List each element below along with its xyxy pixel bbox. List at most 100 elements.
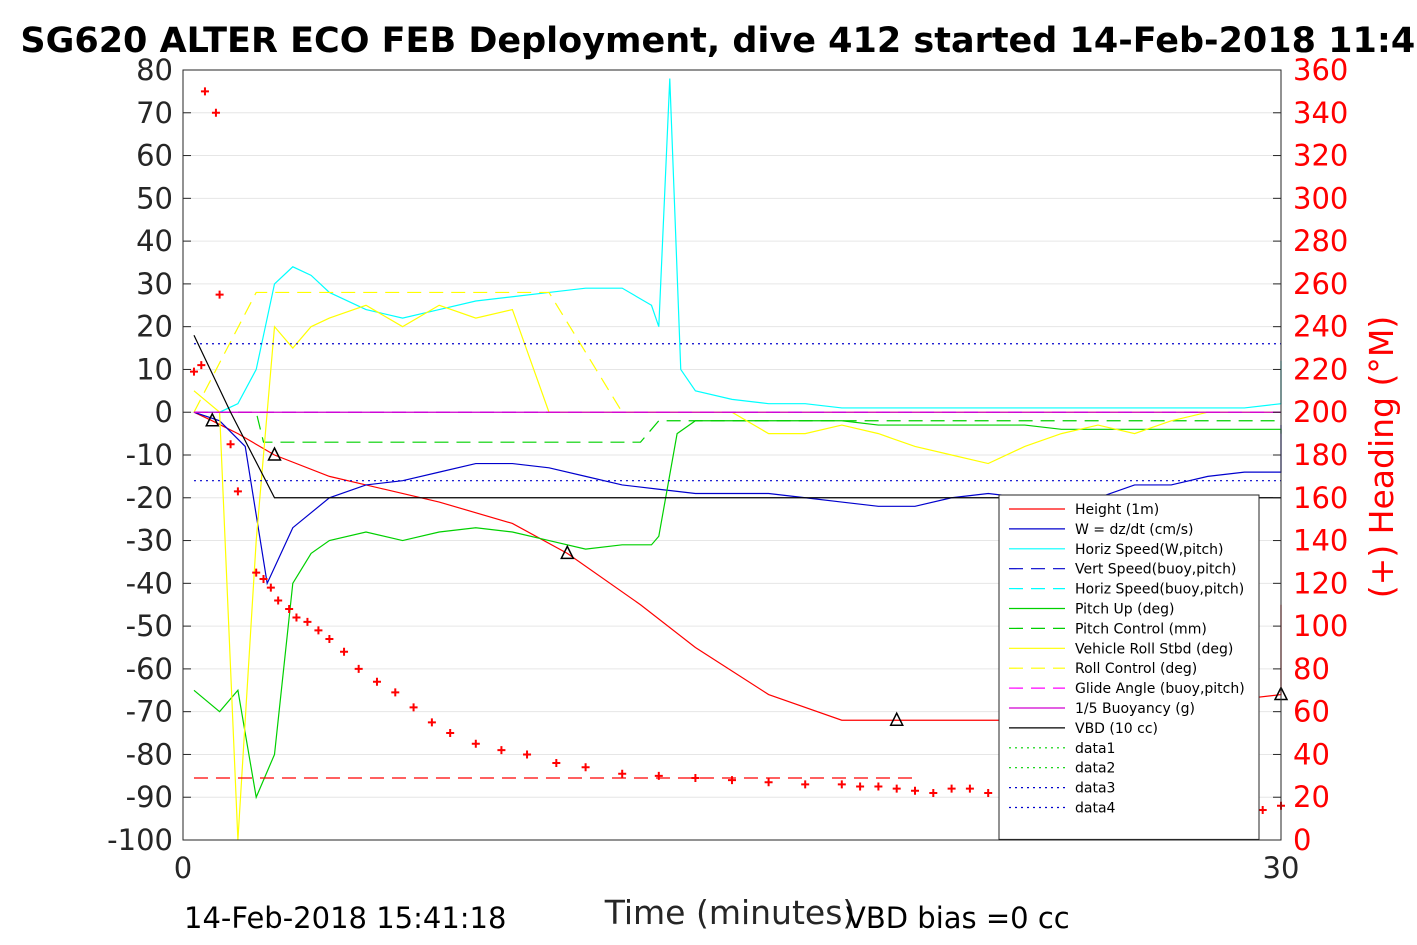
series-line-6	[193, 411, 1281, 443]
series-line-11	[193, 334, 1281, 499]
y-tick-label: -90	[126, 780, 173, 814]
heading-point	[691, 773, 700, 782]
y-right-tick-label: 100	[1293, 609, 1348, 643]
y-tick-label: -30	[126, 524, 173, 558]
legend-entry: Vehicle Roll Stbd (deg)	[1075, 641, 1233, 657]
y-tick-label: 0	[155, 395, 173, 429]
heading-point	[427, 718, 436, 727]
legend-entry: W = dz/dt (cm/s)	[1075, 522, 1194, 538]
heading-point	[874, 782, 883, 791]
heading-point	[303, 617, 312, 626]
heading-point	[856, 782, 865, 791]
y-tick-label: -60	[126, 652, 173, 686]
y-right-tick-label: 40	[1293, 737, 1330, 771]
legend-entry: data1	[1075, 741, 1115, 757]
y-tick-label: -80	[126, 737, 173, 771]
legend-entry: data3	[1075, 781, 1115, 797]
legend-entry: 1/5 Buoyancy (g)	[1075, 701, 1195, 717]
heading-point	[552, 759, 561, 767]
y-tick-label: -100	[107, 823, 173, 857]
y-right-tick-label: 300	[1293, 181, 1348, 215]
heading-point	[274, 596, 283, 605]
y-tick-label: -70	[126, 695, 173, 729]
y-right-tick-label: 80	[1293, 652, 1330, 686]
y-right-tick-label: 0	[1293, 823, 1311, 857]
y-tick-label: 60	[136, 139, 173, 173]
y-right-tick-label: 200	[1293, 395, 1348, 429]
heading-point	[215, 290, 224, 299]
legend-entry: Pitch Control (mm)	[1075, 621, 1207, 637]
triangle-marker	[889, 711, 904, 726]
footer-timestamp: 14-Feb-2018 15:41:18	[184, 901, 506, 935]
legend-entry: Horiz Speed(buoy,pitch)	[1075, 582, 1244, 598]
heading-point	[314, 626, 323, 635]
y-tick-label: -50	[126, 609, 173, 643]
heading-point	[391, 688, 400, 697]
y-axis-right-label: (+) Heading (°M)	[1362, 316, 1401, 598]
heading-point	[259, 575, 268, 584]
x-tick-label: 0	[174, 851, 192, 885]
heading-point	[1258, 806, 1267, 815]
heading-point	[929, 788, 938, 797]
heading-point	[654, 771, 663, 780]
legend-entry: Roll Control (deg)	[1075, 661, 1197, 677]
y-right-tick-label: 60	[1293, 695, 1330, 729]
y-tick-label: -40	[126, 566, 173, 600]
heading-point	[764, 778, 773, 787]
y-right-tick-label: 320	[1293, 139, 1348, 173]
heading-point	[285, 605, 294, 613]
legend-entry: Pitch Up (deg)	[1075, 602, 1174, 618]
heading-point	[409, 703, 418, 712]
heading-point	[266, 583, 275, 592]
triangle-marker	[267, 446, 282, 461]
y-tick-label: 40	[136, 224, 173, 258]
y-right-tick-label: 280	[1293, 224, 1348, 258]
heading-point	[226, 440, 235, 449]
legend-entry: Vert Speed(buoy,pitch)	[1075, 562, 1237, 578]
heading-point	[211, 108, 220, 117]
heading-point	[200, 87, 209, 96]
heading-point	[984, 788, 993, 797]
left-axis: 80 70 60 50 40 30 20 10 0 -10 -20 -30 -40 -50 -60 -70 -8…	[107, 53, 191, 857]
heading-point	[965, 784, 974, 793]
y-tick-label: 20	[136, 310, 173, 344]
heading-point	[618, 769, 627, 778]
y-tick-label: 30	[136, 267, 173, 301]
heading-point	[728, 776, 736, 785]
y-right-tick-label: 120	[1293, 566, 1348, 600]
heading-point	[892, 784, 901, 793]
y-right-tick-label: 220	[1293, 352, 1348, 386]
x-tick-label: 30	[1263, 851, 1300, 885]
heading-point	[292, 613, 301, 622]
triangle-marker	[205, 412, 220, 427]
y-tick-label: 10	[136, 352, 173, 386]
y-tick-label: 70	[136, 96, 173, 130]
heading-point	[354, 664, 363, 673]
legend-box	[998, 494, 1260, 840]
right-axis: 3603403203002802602402202001801601401201…	[1273, 53, 1348, 857]
legend-entry: VBD (10 cc)	[1075, 721, 1158, 737]
legend-entry: Horiz Speed(W,pitch)	[1075, 542, 1223, 558]
series-line-1	[193, 411, 1282, 586]
heading-point	[497, 746, 506, 755]
heading-point	[372, 677, 381, 686]
heading-point	[947, 784, 956, 793]
y-tick-label: 50	[136, 181, 173, 215]
y-right-tick-label: 20	[1293, 780, 1330, 814]
heading-point	[197, 361, 206, 370]
heading-point	[233, 487, 242, 496]
legend-entry: Glide Angle (buoy,pitch)	[1075, 681, 1245, 697]
heading-point	[801, 780, 810, 789]
chart-title: SG620 ALTER ECO FEB Deployment, dive 412…	[20, 21, 1417, 61]
heading-point	[581, 763, 590, 772]
heading-point	[911, 786, 919, 795]
heading-point	[325, 634, 334, 643]
legend-entry: data4	[1075, 801, 1116, 817]
heading-point	[523, 750, 532, 759]
y-right-tick-label: 360	[1293, 53, 1348, 87]
heading-point	[189, 367, 198, 376]
y-tick-label: 80	[136, 53, 173, 87]
y-right-tick-label: 240	[1293, 310, 1348, 344]
heading-point	[446, 729, 455, 738]
